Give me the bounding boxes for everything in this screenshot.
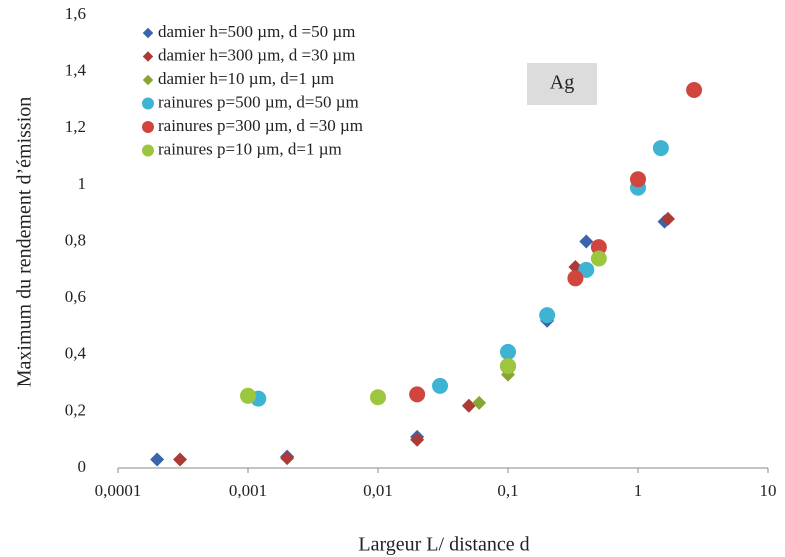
y-tick-label: 0,4: [65, 344, 87, 363]
y-tick-label: 0: [78, 457, 87, 476]
legend-label: rainures p=500 µm, d=50 µm: [158, 92, 359, 111]
legend-label: damier h=300 µm, d =30 µm: [158, 45, 355, 64]
legend-marker: [142, 74, 154, 86]
y-tick-label: 1,2: [65, 117, 86, 136]
x-axis-title: Largeur L/ distance d: [358, 534, 529, 556]
legend-marker: [142, 144, 154, 157]
point: [660, 211, 675, 226]
point: [590, 250, 607, 267]
y-tick-label: 0,8: [65, 230, 86, 249]
point: [578, 261, 595, 278]
x-tick-label: 0,0001: [95, 481, 142, 500]
y-tick-label: 1,6: [65, 4, 86, 23]
point: [150, 452, 165, 467]
point: [567, 270, 584, 287]
point: [240, 387, 256, 404]
legend-label: rainures p=300 µm, d =30 µm: [158, 116, 363, 135]
point: [630, 171, 646, 188]
point: [686, 82, 703, 99]
x-tick-label: 10: [760, 481, 777, 500]
point: [590, 239, 607, 256]
legend-marker: [142, 51, 154, 62]
point: [652, 140, 669, 157]
point: [410, 432, 425, 447]
point: [579, 234, 594, 249]
y-tick-label: 1: [78, 174, 87, 193]
legend-label: damier h=500 µm, d =50 µm: [158, 22, 355, 41]
legend-marker: [142, 121, 154, 133]
point: [370, 389, 386, 406]
legend-label: damier h=10 µm, d=1 µm: [158, 69, 334, 88]
x-tick-label: 0,01: [363, 481, 393, 500]
y-tick-label: 1,4: [65, 61, 87, 80]
annotation-box: [527, 63, 597, 105]
point: [500, 358, 516, 375]
x-tick-label: 0,001: [229, 481, 267, 500]
annotation: Ag: [550, 72, 574, 94]
point: [432, 377, 449, 394]
point: [173, 452, 188, 467]
point: [539, 307, 556, 324]
legend-marker: [142, 27, 154, 39]
point: [280, 451, 295, 466]
x-tick-label: 0,1: [497, 481, 518, 500]
point: [409, 386, 426, 403]
point: [500, 343, 516, 360]
y-tick-label: 0,6: [65, 287, 86, 306]
point: [472, 395, 487, 410]
legend-label: rainures p=10 µm, d=1 µm: [158, 139, 342, 158]
x-tick-label: 1: [634, 481, 643, 500]
legend-marker: [142, 97, 154, 110]
y-axis-title: Maximum du rendement d’émission: [14, 97, 36, 388]
point: [461, 398, 476, 413]
y-tick-label: 0,2: [65, 400, 86, 419]
